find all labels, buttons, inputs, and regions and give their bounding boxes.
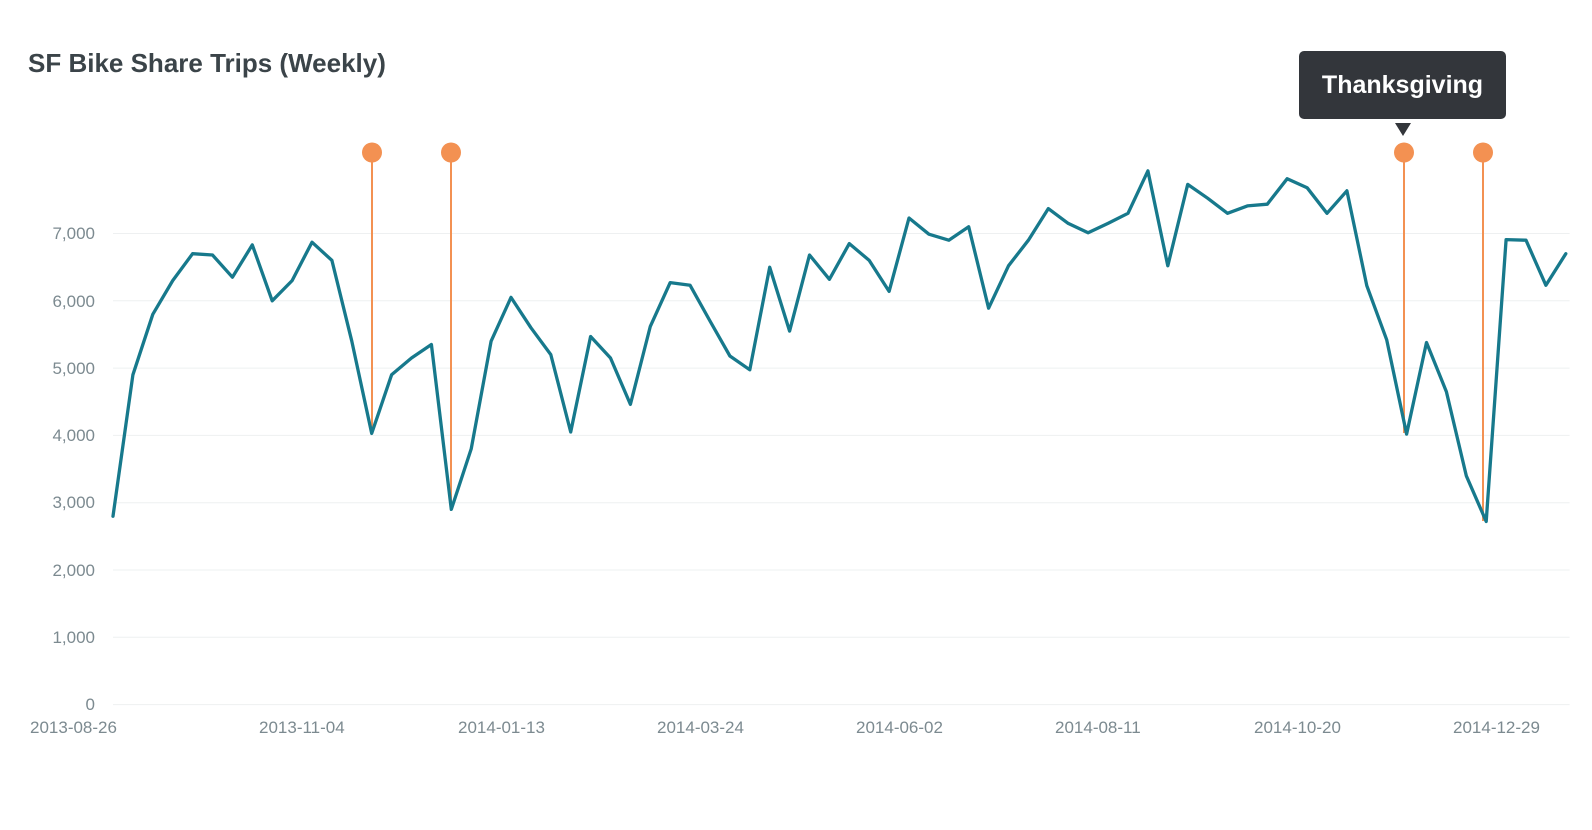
svg-text:5,000: 5,000 — [52, 359, 95, 378]
svg-text:4,000: 4,000 — [52, 426, 95, 445]
svg-text:0: 0 — [86, 695, 95, 714]
svg-text:1,000: 1,000 — [52, 628, 95, 647]
svg-text:2014-01-13: 2014-01-13 — [458, 718, 545, 737]
svg-text:3,000: 3,000 — [52, 493, 95, 512]
svg-text:2014-06-02: 2014-06-02 — [856, 718, 943, 737]
svg-text:2014-03-24: 2014-03-24 — [657, 718, 744, 737]
svg-text:2013-11-04: 2013-11-04 — [259, 718, 345, 737]
svg-text:6,000: 6,000 — [52, 292, 95, 311]
svg-text:2,000: 2,000 — [52, 561, 95, 580]
svg-text:2014-08-11: 2014-08-11 — [1055, 718, 1141, 737]
svg-text:2013-08-26: 2013-08-26 — [30, 718, 117, 737]
svg-text:7,000: 7,000 — [52, 224, 95, 243]
svg-text:2014-10-20: 2014-10-20 — [1254, 718, 1341, 737]
svg-text:2014-12-29: 2014-12-29 — [1453, 718, 1540, 737]
